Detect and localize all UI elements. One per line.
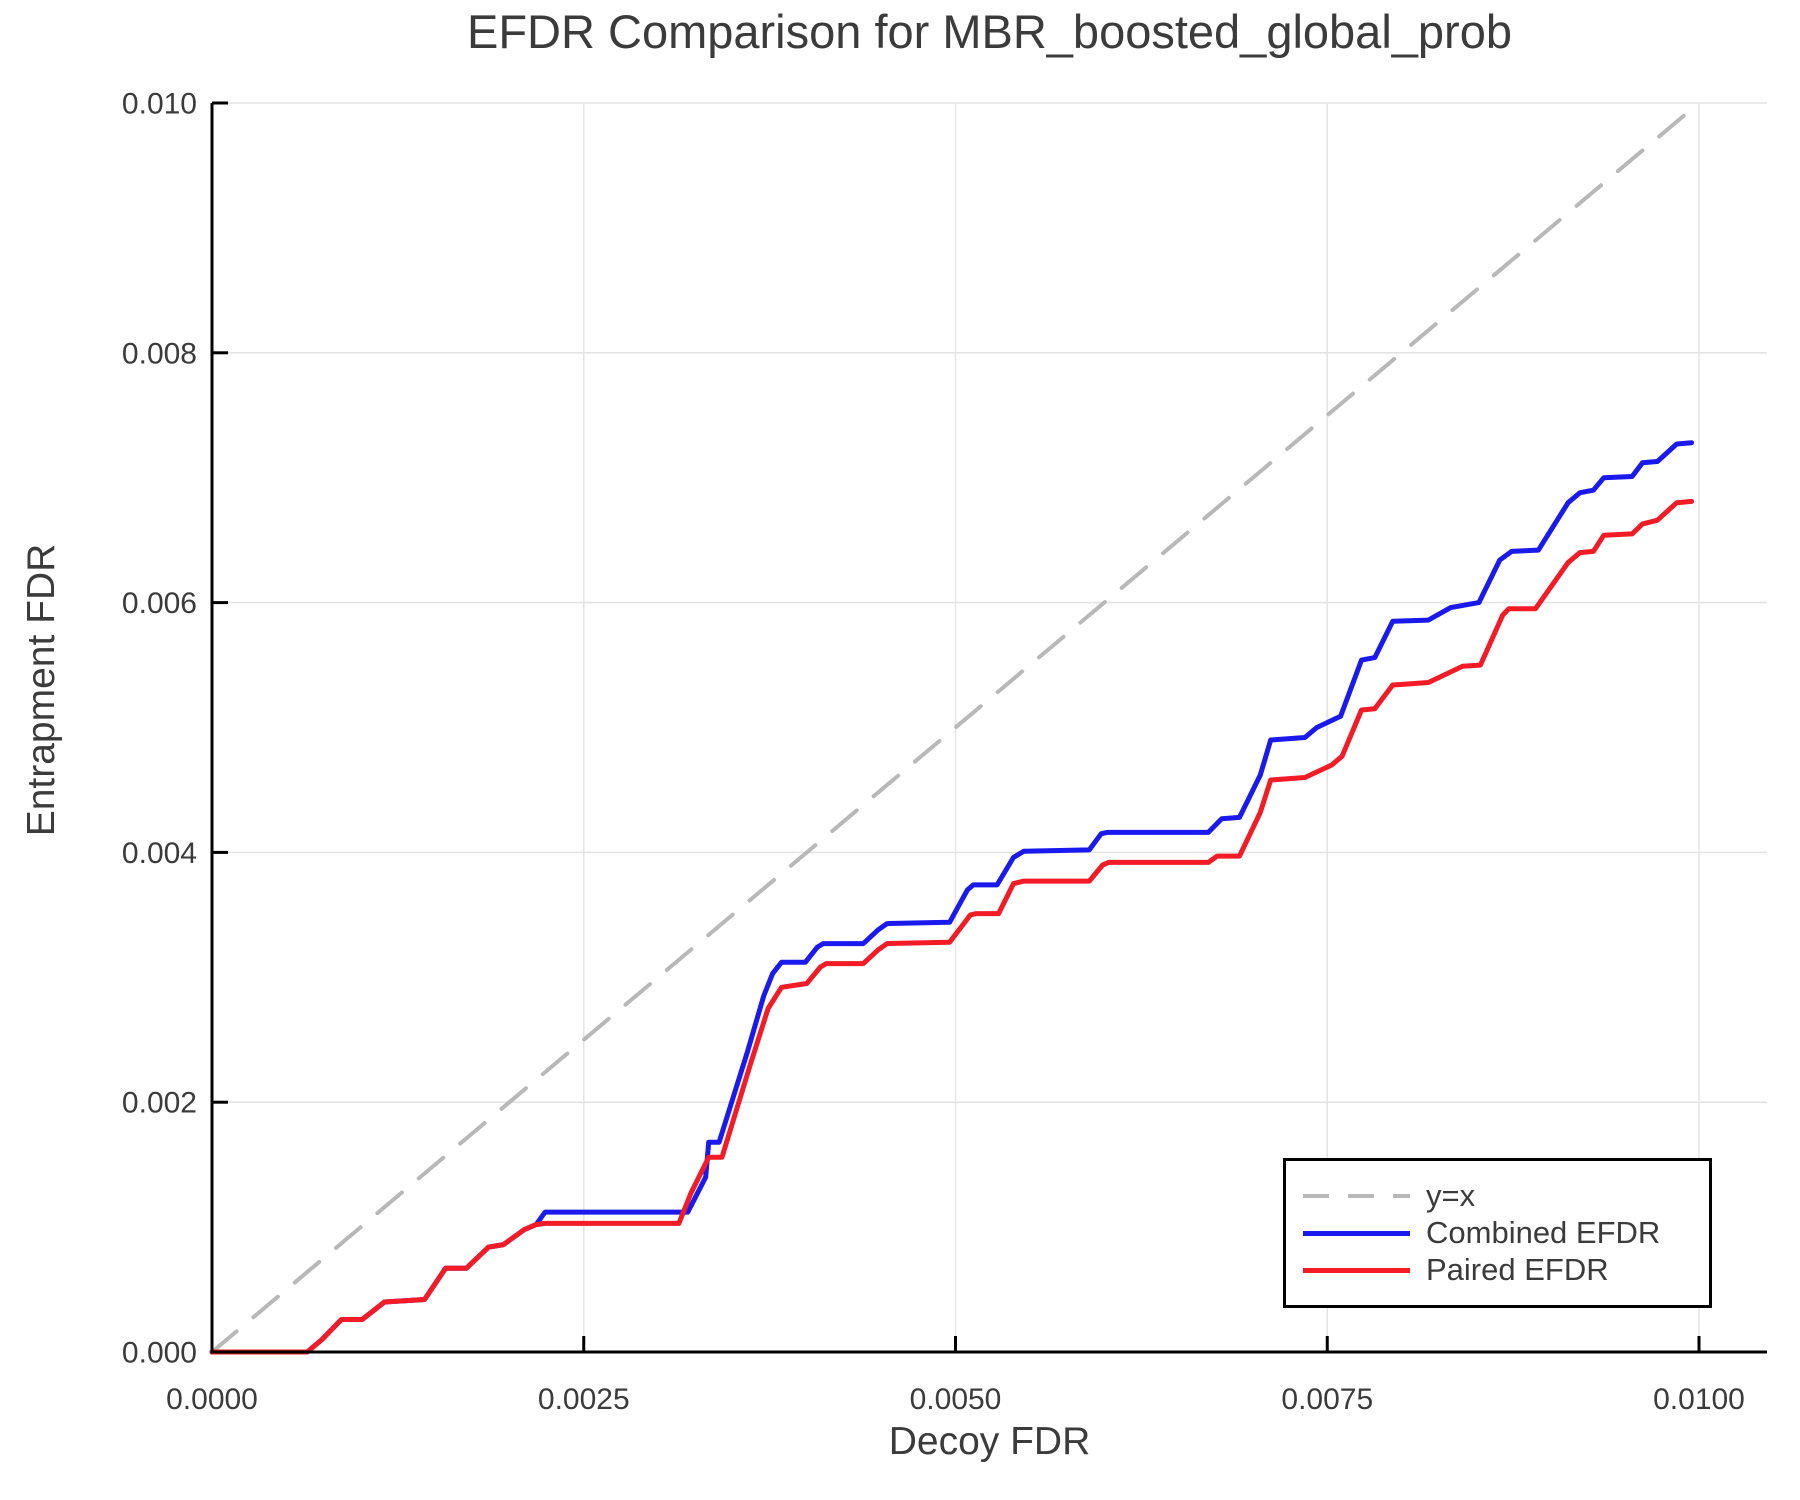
legend-label-identity: y=x (1426, 1178, 1476, 1213)
paired-line-sample-icon (1303, 1267, 1410, 1273)
series-line-0 (210, 101, 1701, 1354)
x-tick-label: 0.0000 (166, 1383, 258, 1416)
combined-line-sample-icon (1303, 1230, 1410, 1236)
y-tick-label: 0.004 (122, 837, 197, 870)
legend-label-combined-efdr: Combined EFDR (1426, 1215, 1661, 1250)
y-tick-label: 0.000 (122, 1337, 197, 1370)
legend: y=x Combined EFDR Paired EFDR (1283, 1158, 1712, 1308)
identity-line-sample-icon (1303, 1194, 1410, 1198)
y-tick-label: 0.006 (122, 587, 197, 620)
x-tick-label: 0.0025 (538, 1383, 630, 1416)
x-tick-label: 0.0075 (1281, 1383, 1373, 1416)
x-tick-label: 0.0050 (910, 1383, 1002, 1416)
y-tick-label: 0.002 (122, 1087, 197, 1120)
legend-item-combined-efdr: Combined EFDR (1303, 1215, 1709, 1252)
y-tick-label: 0.010 (122, 88, 197, 121)
legend-item-paired-efdr: Paired EFDR (1303, 1252, 1709, 1289)
chart-title: EFDR Comparison for MBR_boosted_global_p… (467, 5, 1512, 58)
legend-label-paired-efdr: Paired EFDR (1426, 1252, 1609, 1287)
legend-item-identity: y=x (1303, 1178, 1709, 1215)
y-tick-label: 0.008 (122, 337, 197, 370)
series-line-2 (209, 498, 1695, 1355)
x-axis-label: Decoy FDR (888, 1420, 1091, 1463)
x-tick-label: 0.0100 (1653, 1383, 1745, 1416)
